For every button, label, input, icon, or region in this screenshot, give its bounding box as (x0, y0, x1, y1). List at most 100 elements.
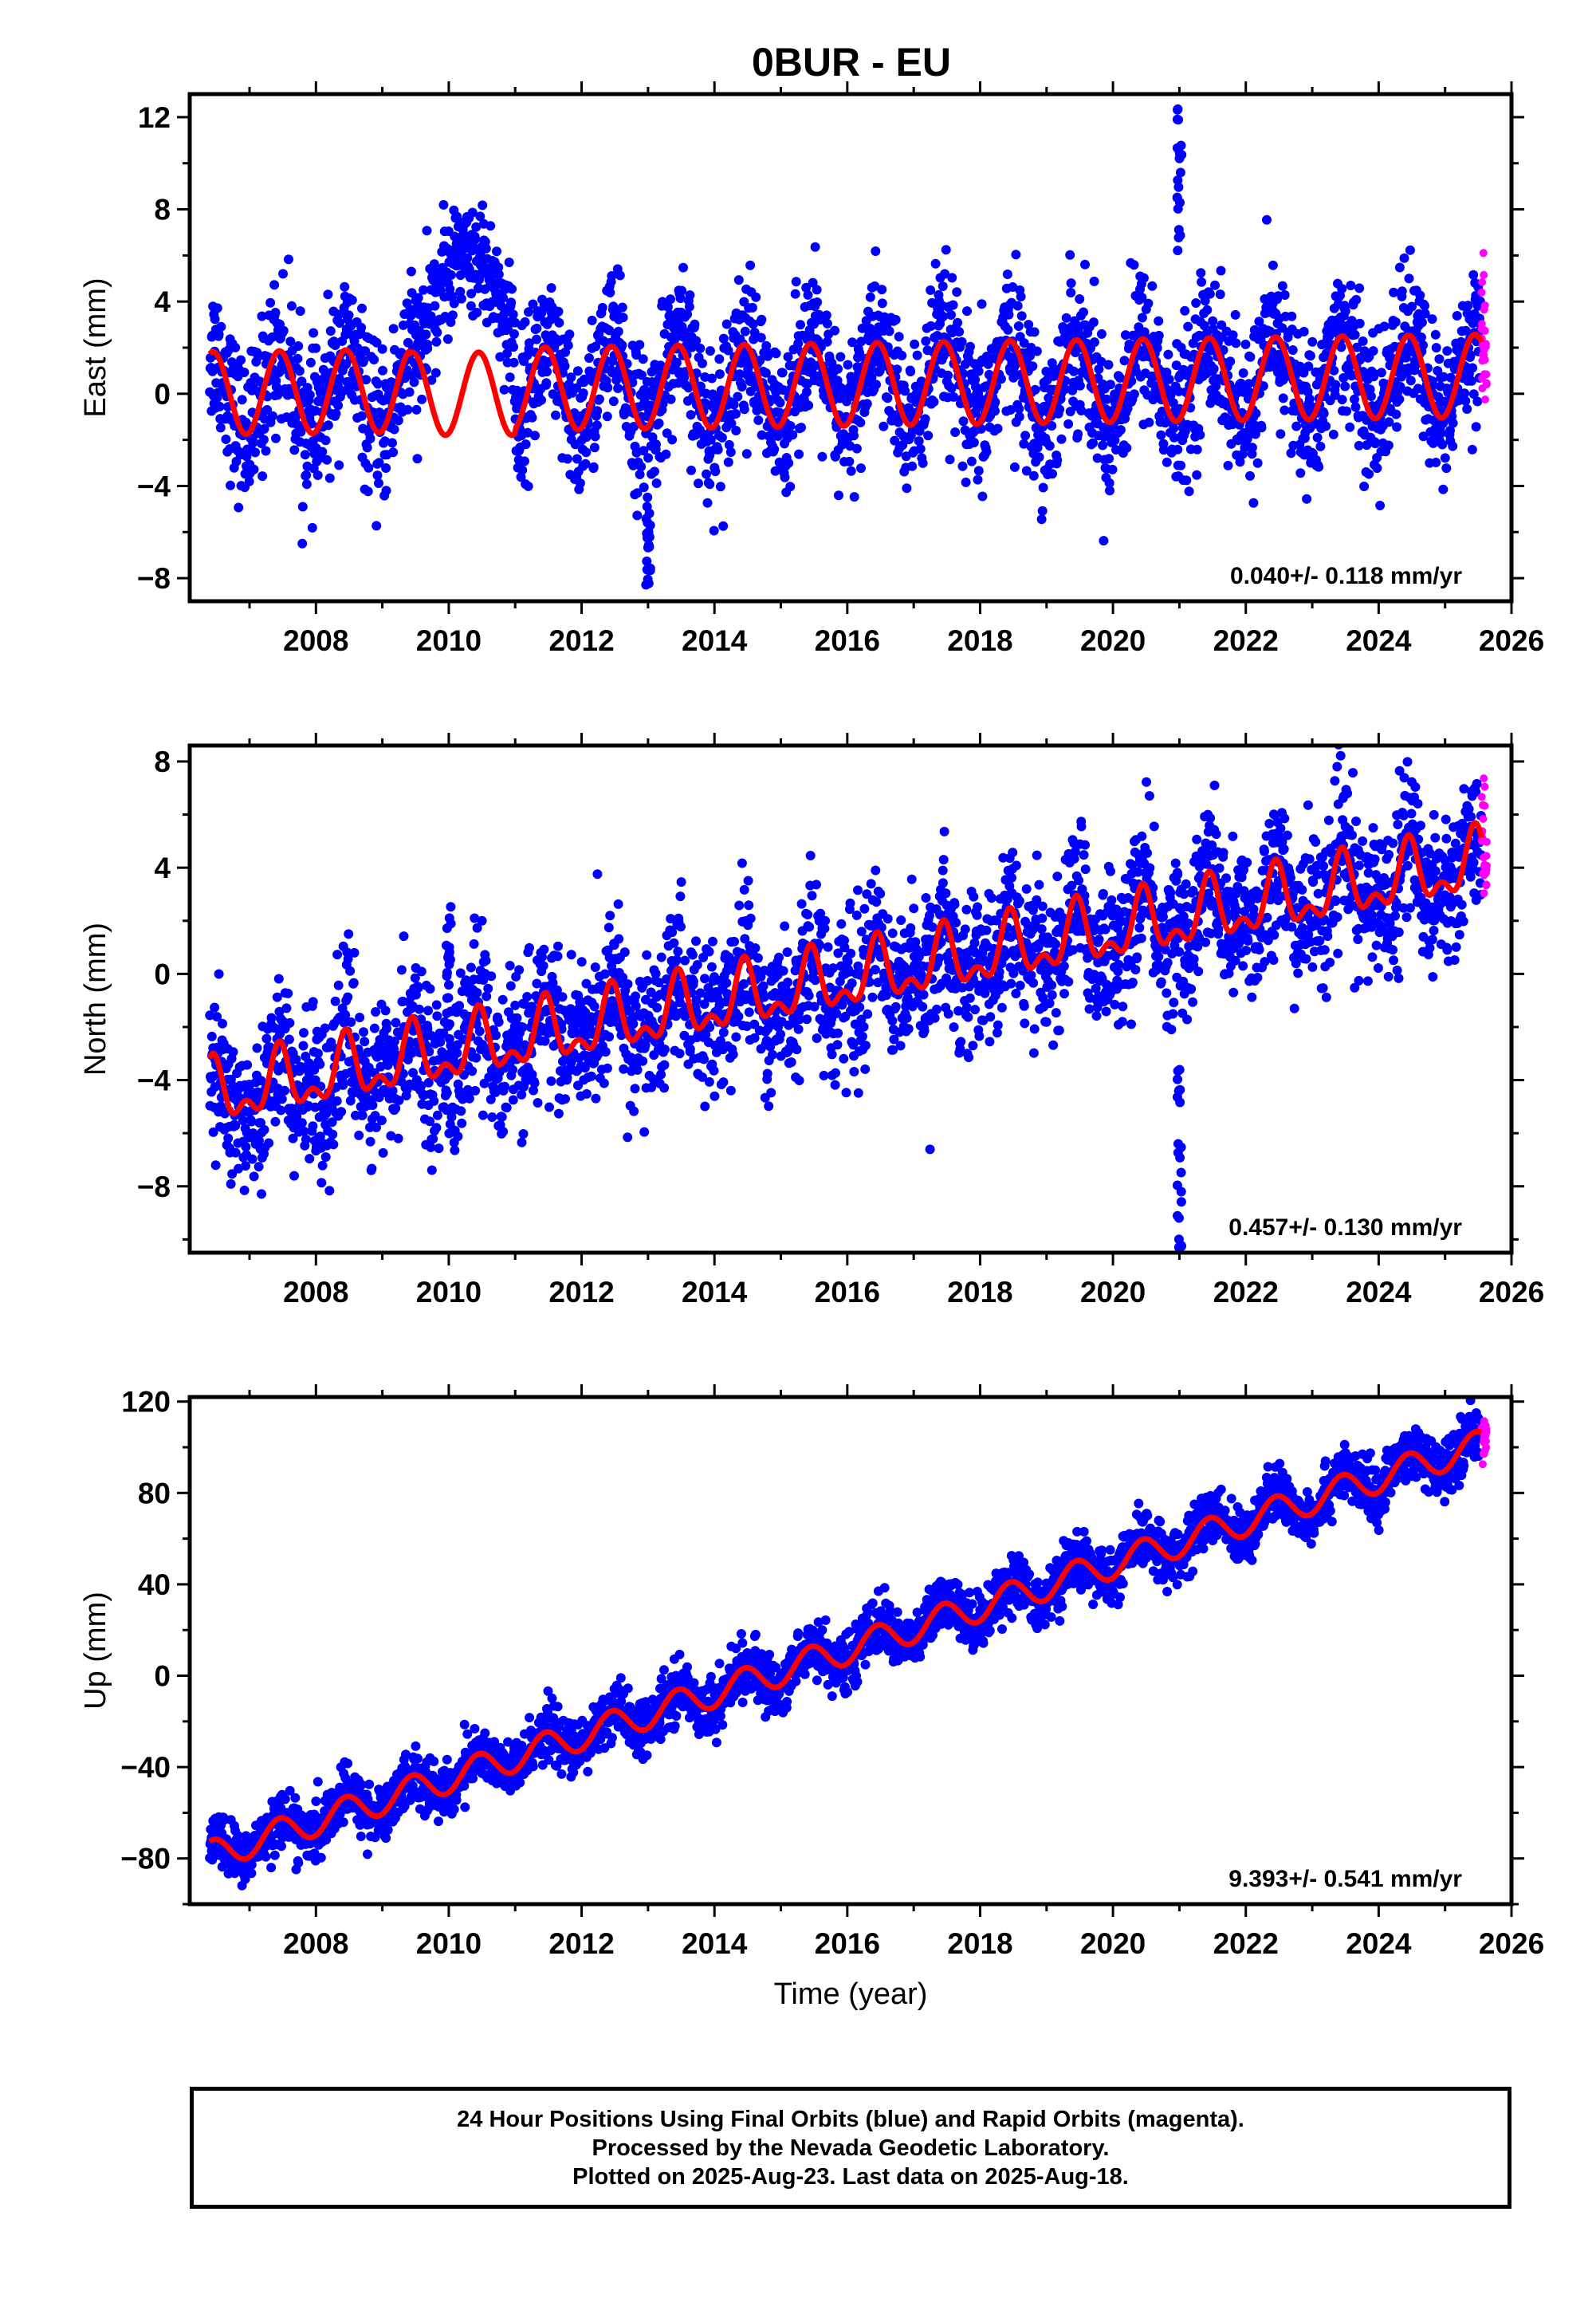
data-point (710, 466, 721, 477)
data-point (643, 492, 653, 502)
data-point (1173, 104, 1182, 115)
data-point (733, 275, 744, 285)
data-point (761, 340, 772, 351)
data-point (785, 482, 796, 492)
data-point (1351, 294, 1362, 305)
data-point (427, 1165, 437, 1175)
data-point (1225, 356, 1236, 367)
data-point (910, 339, 920, 349)
data-point (718, 1077, 729, 1088)
data-point (416, 966, 427, 977)
data-point (505, 961, 515, 970)
data-point (548, 389, 558, 399)
plot-frame (187, 92, 1514, 604)
data-point (362, 443, 372, 453)
data-point (1075, 380, 1085, 391)
data-point (733, 392, 743, 402)
data-point (1104, 454, 1114, 464)
data-point (647, 432, 658, 443)
data-point (1215, 289, 1225, 300)
data-point (1014, 403, 1024, 414)
data-point (1440, 453, 1450, 463)
data-point (748, 319, 758, 329)
data-point (316, 1178, 327, 1188)
data-point (566, 372, 576, 383)
data-point (532, 323, 542, 333)
data-point (1005, 405, 1016, 415)
data-point (590, 962, 600, 972)
data-point (853, 1088, 863, 1098)
data-point (1389, 287, 1399, 297)
data-point (1154, 316, 1164, 326)
data-point (715, 482, 725, 492)
data-point (528, 299, 538, 309)
data-point (354, 1130, 364, 1140)
y-tick-label: 0 (154, 378, 171, 411)
data-point (293, 341, 304, 351)
data-point (1319, 408, 1329, 419)
data-point (285, 1017, 295, 1028)
data-point (1048, 469, 1057, 479)
data-point (774, 952, 784, 962)
data-point (1441, 463, 1452, 474)
data-point (432, 1011, 442, 1021)
data-point (731, 409, 741, 419)
data-point (631, 350, 642, 360)
data-point (501, 1103, 512, 1113)
data-point (388, 324, 399, 334)
data-point (718, 1027, 729, 1037)
data-point (632, 1065, 643, 1075)
data-point (996, 374, 1006, 384)
data-point (346, 1017, 356, 1027)
data-point (812, 285, 822, 295)
data-point (812, 297, 823, 307)
data-point (893, 417, 903, 427)
data-point (1156, 430, 1166, 440)
data-point (417, 394, 427, 404)
data-point (651, 478, 662, 488)
data-point (851, 910, 862, 920)
data-point (493, 262, 504, 273)
data-point (1364, 469, 1374, 479)
data-point (603, 923, 614, 933)
data-point (1173, 182, 1184, 192)
data-point (576, 957, 587, 967)
data-point (822, 318, 832, 329)
rapid-orbit-points (1477, 249, 1491, 403)
data-point (728, 1049, 738, 1060)
data-point (706, 373, 717, 384)
data-point (1066, 288, 1076, 297)
panel-0: 2008 2010 2012 2014 2016 2018 2020 2022 2024 2026… (79, 81, 1544, 657)
data-point (747, 302, 757, 313)
data-point (266, 1013, 277, 1023)
data-point (257, 311, 267, 321)
data-point (1158, 445, 1169, 455)
data-point (557, 992, 568, 1002)
data-point (1354, 283, 1365, 293)
data-point (289, 445, 300, 455)
data-point (530, 431, 540, 441)
data-point (413, 293, 423, 303)
data-point (505, 372, 515, 383)
data-point (1172, 114, 1182, 124)
data-point (849, 431, 859, 441)
data-point (948, 300, 958, 310)
data-point (376, 1116, 387, 1126)
data-point (396, 965, 407, 975)
data-point (775, 398, 785, 408)
data-point (450, 1145, 460, 1155)
data-point (317, 1160, 328, 1171)
data-point (706, 435, 716, 445)
data-point (661, 449, 671, 459)
data-point (1431, 458, 1441, 467)
data-point (682, 309, 693, 320)
data-point (690, 319, 700, 329)
data-point (804, 400, 814, 411)
data-point (330, 996, 340, 1006)
data-point (1003, 325, 1013, 335)
data-point (642, 556, 652, 566)
data-point (524, 338, 534, 348)
data-point (1287, 345, 1298, 355)
data-point (270, 1116, 281, 1127)
data-point (478, 200, 488, 211)
